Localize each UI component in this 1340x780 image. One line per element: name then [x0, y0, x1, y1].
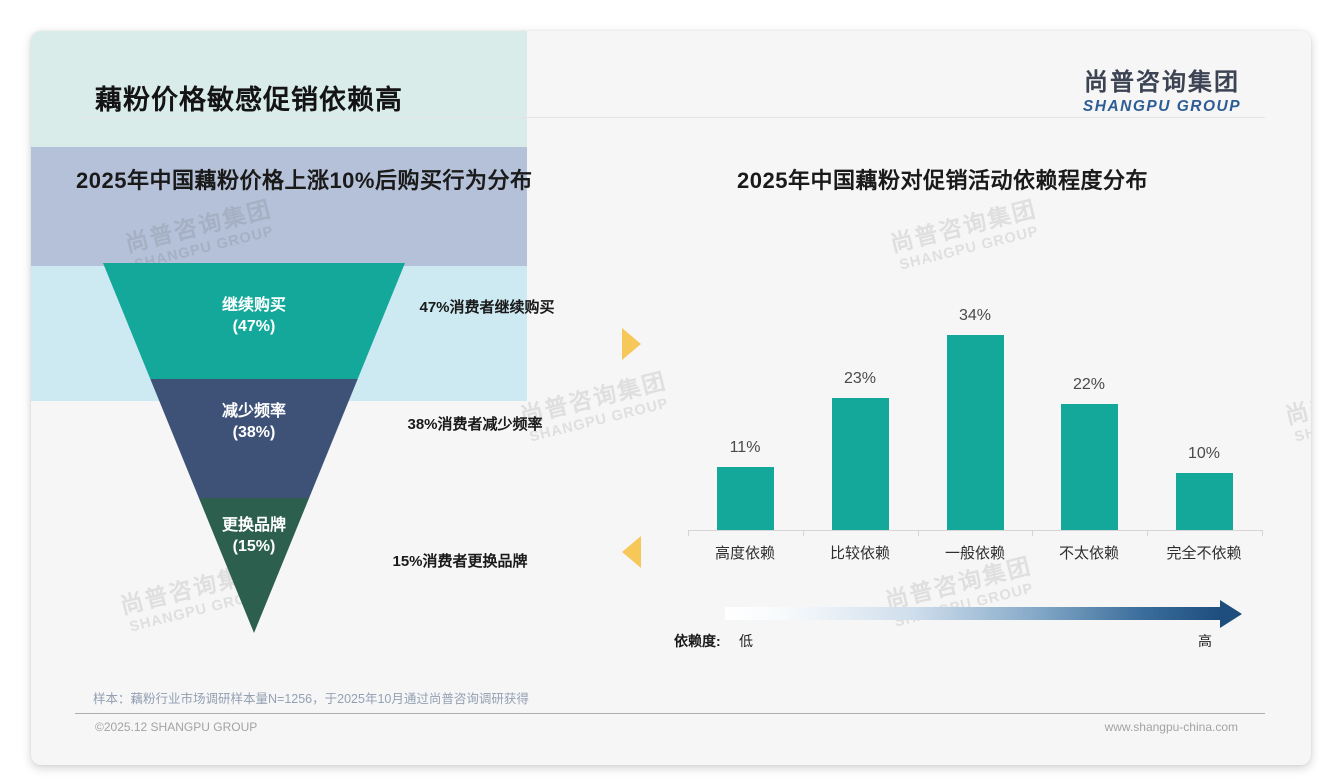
- stage-percent: (15%): [232, 538, 276, 555]
- funnel-chart-title: 2025年中国藕粉价格上涨10%后购买行为分布: [76, 168, 533, 193]
- axis-tick: [1262, 530, 1263, 536]
- bar-chart-title: 2025年中国藕粉对促销活动依赖程度分布: [737, 168, 1148, 193]
- slide-title: 藕粉价格敏感促销依赖高: [95, 85, 403, 115]
- funnel-band-note: 38%消费者减少频率: [407, 416, 543, 433]
- funnel-stage-3: [198, 498, 310, 633]
- bar-category-label: 高度依赖: [714, 545, 775, 562]
- bar-value-label: 34%: [958, 307, 992, 324]
- dependence-legend-label: 依赖度:: [674, 633, 721, 649]
- bar: [831, 398, 889, 530]
- funnel-stage-2: [150, 379, 358, 498]
- footer-copyright: ©2025.12 SHANGPU GROUP: [95, 720, 258, 734]
- bar-value-label: 11%: [729, 439, 761, 456]
- funnel-stage-label: 减少频率 (38%): [194, 401, 314, 443]
- left-arrow-icon: [622, 536, 641, 568]
- axis-tick: [802, 530, 804, 536]
- bar-category-label: 一般依赖: [944, 545, 1005, 562]
- bar-category-label: 比较依赖: [829, 545, 890, 562]
- funnel-band-note: 15%消费者更换品牌: [392, 553, 528, 570]
- company-logo: 尚普咨询集团 SHANGPU GROUP: [1077, 62, 1247, 116]
- footer-divider: [75, 713, 1265, 714]
- sample-footnote: 样本：藕粉行业市场调研样本量N=1256，于2025年10月通过尚普咨询调研获得: [93, 692, 529, 706]
- right-arrow-icon: [622, 328, 641, 360]
- stage-name: 减少频率: [221, 403, 286, 420]
- stage-percent: (38%): [232, 424, 276, 441]
- axis-tick: [1147, 530, 1149, 536]
- funnel-band: [31, 147, 527, 266]
- funnel-band: [31, 31, 527, 147]
- bar: [716, 467, 774, 530]
- logo-text-cn: 尚普咨询集团: [1084, 69, 1240, 96]
- funnel-stage-label: 更换品牌 (15%): [194, 515, 314, 557]
- axis-tick: [1032, 530, 1034, 536]
- header-divider: [75, 117, 1265, 118]
- funnel-triangle: [103, 263, 405, 633]
- bar: [1060, 404, 1118, 530]
- funnel-stage-1: [103, 263, 405, 379]
- bar-category-label: 不太依赖: [1058, 545, 1119, 562]
- axis-tick: [688, 530, 689, 536]
- bar-category-label: 完全不依赖: [1166, 545, 1242, 562]
- bar-value-label: 22%: [1072, 376, 1106, 393]
- logo-text-en: SHANGPU GROUP: [1082, 98, 1242, 115]
- axis-tick: [917, 530, 919, 536]
- footer-website: www.shangpu-china.com: [1104, 720, 1238, 734]
- slide-card: 藕粉价格敏感促销依赖高 尚普咨询集团 SHANGPU GROUP 2025年中国…: [31, 31, 1311, 765]
- bar-value-label: 23%: [843, 370, 877, 387]
- stage-name: 继续购买: [221, 297, 286, 314]
- funnel-stage-label: 继续购买 (47%): [194, 295, 314, 337]
- bar-value-label: 10%: [1187, 445, 1221, 462]
- stage-name: 更换品牌: [221, 517, 286, 534]
- dependence-legend-high: 高: [1198, 633, 1212, 649]
- bar: [946, 335, 1004, 530]
- bar: [1175, 473, 1233, 530]
- x-axis: [688, 530, 1262, 531]
- dependence-legend-low: 低: [739, 633, 753, 649]
- dependence-gradient-arrowhead-icon: [1220, 600, 1242, 628]
- watermark-text-cn: 尚普咨询集团: [1282, 367, 1311, 429]
- stage-percent: (47%): [232, 318, 276, 335]
- funnel-band-note: 47%消费者继续购买: [419, 299, 555, 316]
- dependence-gradient-bar: [725, 607, 1220, 620]
